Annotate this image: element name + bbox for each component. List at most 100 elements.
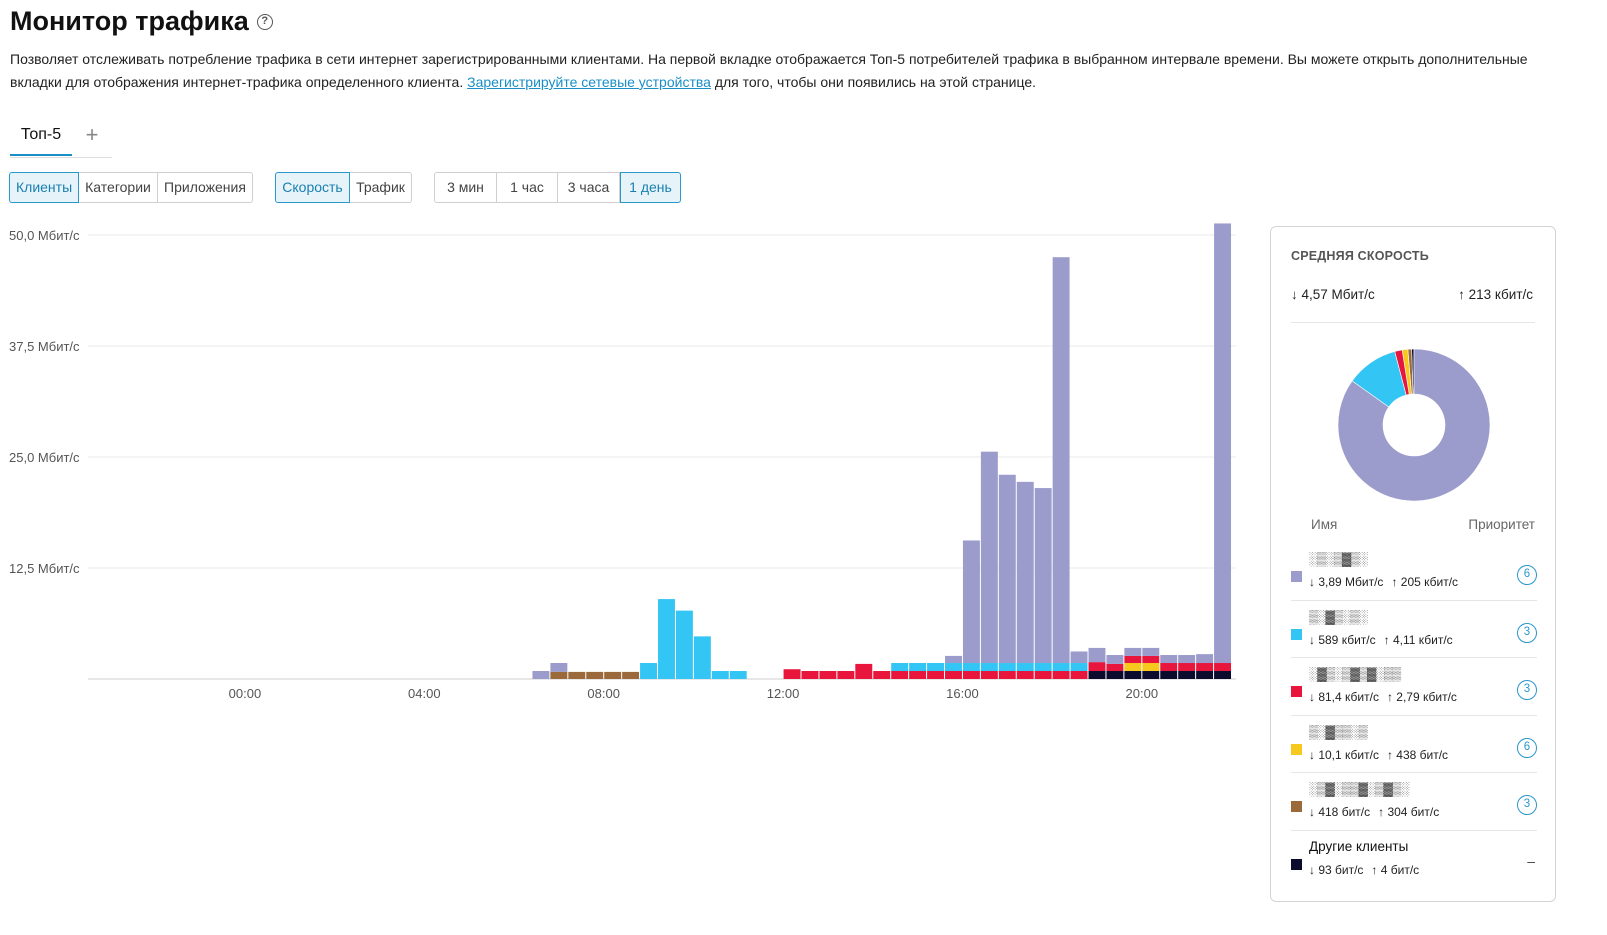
client-down-speed: ↓ 418 бит/с [1309, 805, 1371, 819]
bar-segment [550, 671, 568, 679]
bar-segment [1196, 663, 1214, 672]
client-up-speed: ↑ 4,11 кбит/с [1383, 632, 1453, 647]
list-item[interactable]: ▒░▓▒░▒░ ↓ 589 кбит/с ↑ 4,11 кбит/с 3 [1291, 601, 1537, 658]
client-down-speed: ↓ 93 бит/с [1309, 862, 1364, 877]
bar-segment [927, 671, 945, 679]
bar-segment [693, 636, 711, 679]
range-3hours-button[interactable]: 3 часа [558, 172, 620, 203]
client-list: ░▒░▒▓▒░ ↓ 3,89 Мбит/с ↑ 205 кбит/с 6 ▒░▓▒… [1291, 543, 1537, 888]
priority-badge[interactable]: 3 [1517, 795, 1537, 815]
group-clients-button[interactable]: Клиенты [9, 172, 79, 203]
list-item[interactable]: ▒░▓▒▒░▒ ↓ 10,1 кбит/с ↑ 438 бит/с 6 [1291, 716, 1537, 773]
bar-segment [1178, 655, 1196, 664]
client-name: ▒░▓▒░▒░ [1309, 608, 1368, 624]
bar-segment [1124, 647, 1142, 656]
bar-segment [909, 663, 927, 672]
metric-speed-button[interactable]: Скорость [275, 172, 350, 203]
bar-segment [1214, 663, 1232, 672]
legend-swatch [1291, 571, 1302, 582]
bar-segment [1196, 654, 1214, 664]
bar-segment [945, 663, 962, 672]
average-speed-panel: СРЕДНЯЯ СКОРОСТЬ ↓ 4,57 Мбит/с ↑ 213 кби… [1270, 226, 1556, 902]
bar-segment [1088, 671, 1106, 679]
bar-segment [532, 671, 550, 679]
client-down-speed: ↓ 81,4 кбит/с [1309, 690, 1379, 704]
bar-segment [1142, 671, 1160, 679]
x-tick-label: 00:00 [229, 686, 262, 701]
panel-divider [1291, 322, 1535, 323]
priority-none: – [1527, 852, 1535, 869]
client-name: Другие клиенты [1309, 838, 1409, 854]
add-tab-button[interactable]: + [85, 122, 99, 147]
bar-segment [962, 663, 980, 672]
legend-swatch [1291, 686, 1302, 697]
priority-badge[interactable]: 6 [1517, 565, 1537, 585]
speed-donut-chart [1337, 348, 1491, 502]
client-name: ░▒▓░▒▒▓░▒▓▒░ [1309, 781, 1409, 796]
priority-badge[interactable]: 3 [1517, 680, 1537, 700]
panel-title: СРЕДНЯЯ СКОРОСТЬ [1291, 249, 1429, 263]
bar-segment [729, 671, 747, 679]
client-up-speed: ↑ 4 бит/с [1371, 862, 1420, 877]
avg-download-speed: ↓ 4,57 Мбит/с [1291, 287, 1375, 302]
bar-segment [1070, 651, 1088, 664]
y-tick-label: 50,0 Мбит/с [9, 228, 80, 243]
bar-segment [1106, 671, 1124, 679]
client-speeds: ↓ 418 бит/с ↑ 304 бит/с [1309, 805, 1447, 819]
bar-segment [1052, 257, 1070, 664]
bar-segment [550, 663, 568, 672]
range-3min-button[interactable]: 3 мин [434, 172, 497, 203]
x-tick-label: 08:00 [587, 686, 620, 701]
group-apps-button[interactable]: Приложения [158, 172, 253, 203]
bar-segment [1034, 671, 1052, 679]
client-speeds: ↓ 93 бит/с ↑ 4 бит/с [1309, 863, 1427, 877]
bar-segment [1124, 663, 1142, 672]
bar-segment [1016, 663, 1034, 672]
bar-segment [998, 474, 1016, 664]
priority-badge[interactable]: 6 [1517, 737, 1537, 758]
bar-segment [909, 671, 927, 679]
bar-segment [1052, 663, 1070, 672]
bar-segment [1016, 481, 1034, 664]
list-item[interactable]: ░▓▒░▒▓▒▓░▒▒ ↓ 81,4 кбит/с ↑ 2,79 кбит/с 3 [1291, 658, 1537, 716]
bar-segment [945, 671, 962, 679]
tab-top5[interactable]: Топ-5 [10, 122, 72, 156]
page-description: Позволяет отслеживать потребление трафик… [10, 48, 1570, 94]
client-up-speed: ↑ 205 кбит/с [1391, 575, 1459, 589]
bar-segment [891, 671, 909, 679]
bar-segment [586, 671, 604, 679]
bar-segment [1160, 663, 1178, 672]
help-icon[interactable]: ? [256, 13, 273, 30]
bar-segment [1142, 655, 1160, 664]
metric-traffic-button[interactable]: Трафик [350, 172, 412, 203]
bar-segment [1088, 662, 1106, 672]
metric-selector: Скорость Трафик [275, 172, 412, 203]
range-1day-button[interactable]: 1 день [620, 172, 681, 203]
bar-segment [873, 671, 891, 679]
y-tick-label: 25,0 Мбит/с [9, 450, 80, 465]
bar-segment [1124, 655, 1142, 664]
register-devices-link[interactable]: Зарегистрируйте сетевые устройства [467, 74, 711, 90]
bar-segment [980, 451, 998, 664]
list-item[interactable]: ░▒░▒▓▒░ ↓ 3,89 Мбит/с ↑ 205 кбит/с 6 [1291, 543, 1537, 601]
bar-segment [819, 671, 837, 679]
priority-badge[interactable]: 3 [1517, 622, 1537, 643]
bar-segment [1088, 647, 1106, 663]
client-speeds: ↓ 81,4 кбит/с ↑ 2,79 кбит/с [1309, 690, 1465, 704]
traffic-chart-svg: 50,0 Мбит/с 37,5 Мбит/с 25,0 Мбит/с 12,5 Мб… [9, 223, 1236, 701]
client-up-speed: ↑ 304 бит/с [1378, 805, 1440, 819]
bar-segment [1016, 671, 1034, 679]
list-item-other-clients[interactable]: Другие клиенты ↓ 93 бит/с ↑ 4 бит/с – [1291, 831, 1537, 889]
group-categories-button[interactable]: Категории [79, 172, 158, 203]
bar-segment [1178, 663, 1196, 672]
range-1hour-button[interactable]: 1 час [497, 172, 558, 203]
bar-segment [980, 663, 998, 672]
bar-segment [604, 671, 622, 679]
list-item[interactable]: ░▒▓░▒▒▓░▒▓▒░ ↓ 418 бит/с ↑ 304 бит/с 3 [1291, 773, 1537, 831]
client-up-speed: ↑ 2,79 кбит/с [1386, 690, 1457, 704]
bar-segment [998, 671, 1016, 679]
client-up-speed: ↑ 438 бит/с [1386, 747, 1449, 762]
legend-swatch [1291, 743, 1302, 755]
client-speeds: ↓ 3,89 Мбит/с ↑ 205 кбит/с [1309, 575, 1466, 589]
bar-segment [658, 599, 675, 679]
